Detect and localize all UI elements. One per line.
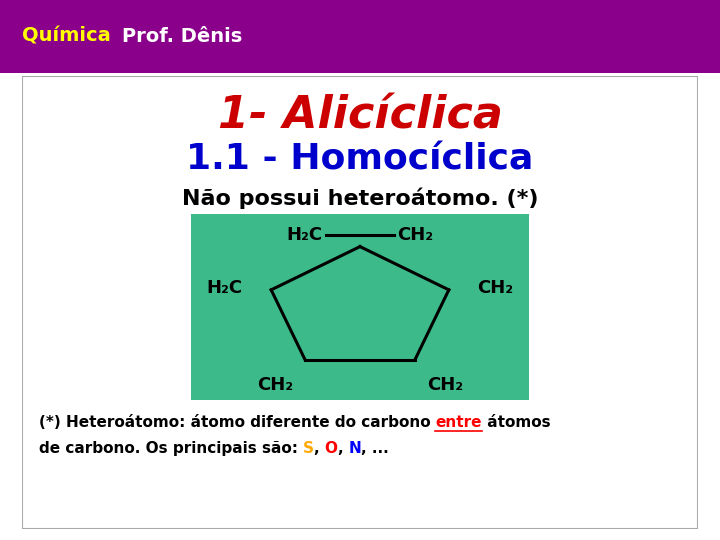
- Text: N: N: [348, 441, 361, 456]
- Text: de carbono. Os principais são:: de carbono. Os principais são:: [39, 441, 303, 456]
- Bar: [191, 214, 529, 400]
- Text: entre: entre: [436, 415, 482, 430]
- Text: Prof. Dênis: Prof. Dênis: [122, 27, 243, 46]
- Text: CH₂: CH₂: [397, 226, 433, 244]
- Text: , ...: , ...: [361, 441, 389, 456]
- Text: CH₂: CH₂: [257, 376, 293, 394]
- Text: CH₂: CH₂: [477, 279, 513, 296]
- Text: O: O: [325, 441, 338, 456]
- Text: 1- Alicíclica: 1- Alicíclica: [217, 95, 503, 138]
- Text: átomos: átomos: [482, 415, 551, 430]
- Text: ,: ,: [338, 441, 348, 456]
- Text: ,: ,: [314, 441, 325, 456]
- Text: H₂C: H₂C: [287, 226, 323, 244]
- Text: S: S: [303, 441, 314, 456]
- Text: Não possui heteroátomo. (*): Não possui heteroátomo. (*): [181, 187, 539, 209]
- Text: 1.1 - Homocíclica: 1.1 - Homocíclica: [186, 143, 534, 177]
- Text: Química: Química: [22, 27, 110, 46]
- Text: CH₂: CH₂: [427, 376, 463, 394]
- Text: H₂C: H₂C: [207, 279, 243, 296]
- Text: (*) Heteroátomo: átomo diferente do carbono: (*) Heteroátomo: átomo diferente do carb…: [39, 415, 436, 430]
